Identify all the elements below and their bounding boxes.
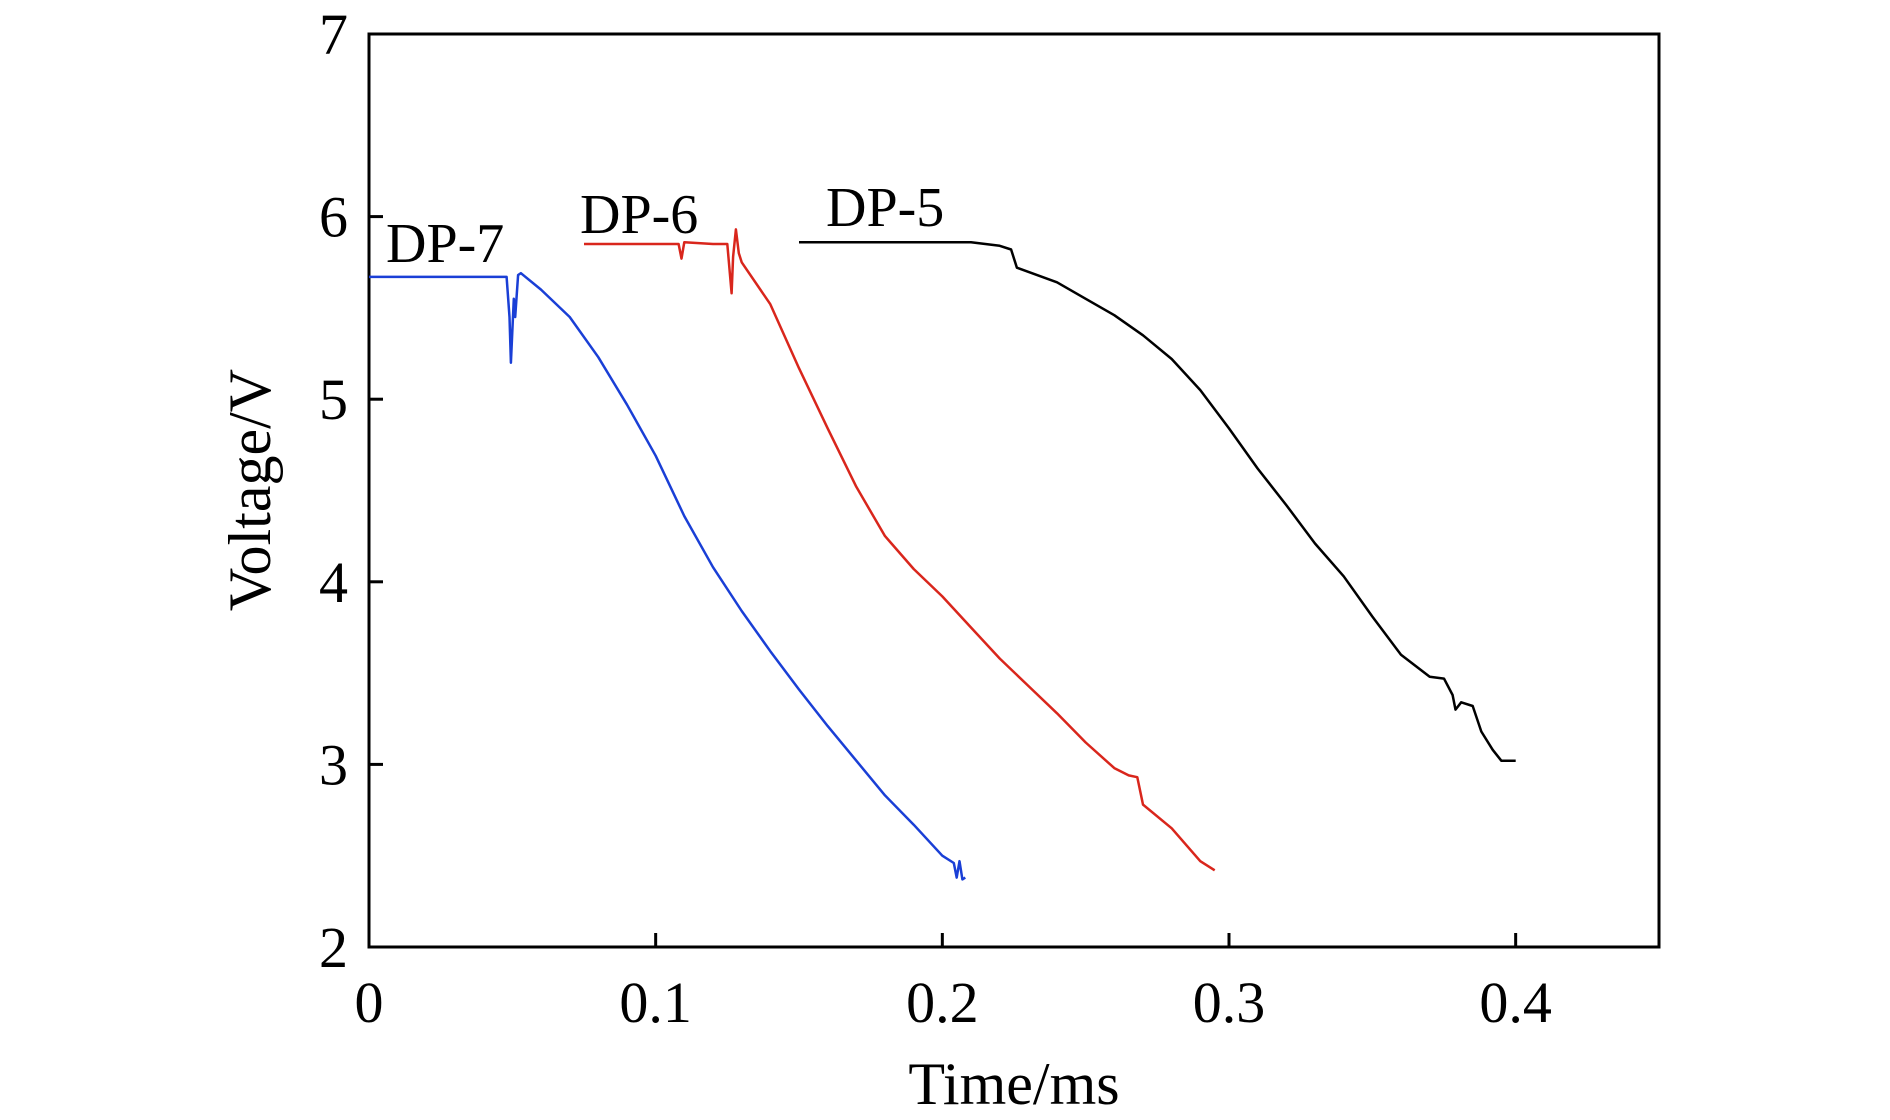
- y-tick-label: 7: [319, 2, 348, 67]
- x-tick-label: 0.4: [1479, 970, 1552, 1035]
- x-axis-title: Time/ms: [908, 1051, 1119, 1117]
- y-tick-label: 2: [319, 915, 348, 980]
- series-label-dp-7: DP-7: [386, 213, 504, 275]
- x-tick-label: 0.3: [1193, 970, 1266, 1035]
- series-line-dp-7: [369, 271, 966, 881]
- y-tick-label: 4: [319, 550, 348, 615]
- y-axis-ticks: 2 3 4 5 6 7: [319, 2, 383, 980]
- series-label-dp-5: DP-5: [826, 177, 944, 239]
- y-tick-label: 6: [319, 185, 348, 250]
- x-tick-label: 0.2: [906, 970, 979, 1035]
- series-line-dp-6: [584, 228, 1216, 872]
- series-lines: [369, 228, 1516, 881]
- series-line-dp-5: [799, 240, 1516, 762]
- plot-area: [367, 32, 1661, 949]
- x-axis-ticks: 0 0.1 0.2 0.3 0.4: [355, 933, 1552, 1035]
- y-tick-label: 5: [319, 367, 348, 432]
- x-tick-label: 0: [355, 970, 384, 1035]
- series-label-dp-6: DP-6: [580, 184, 698, 246]
- y-axis-title: Voltage/V: [217, 369, 283, 611]
- series-labels: DP-7 DP-6 DP-5: [386, 177, 944, 275]
- y-tick-label: 3: [319, 732, 348, 797]
- x-tick-label: 0.1: [619, 970, 692, 1035]
